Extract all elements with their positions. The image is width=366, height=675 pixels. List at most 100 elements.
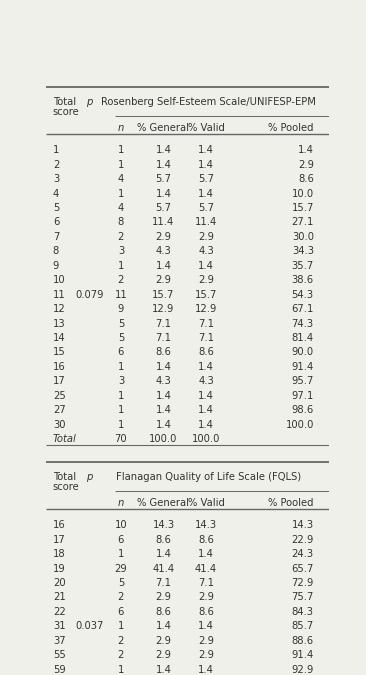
Text: 100.0: 100.0 (285, 420, 314, 429)
Text: 34.3: 34.3 (292, 246, 314, 256)
Text: 1: 1 (118, 188, 124, 198)
Text: 8.6: 8.6 (198, 348, 214, 357)
Text: 1.4: 1.4 (156, 621, 171, 631)
Text: 2: 2 (118, 232, 124, 242)
Text: 41.4: 41.4 (152, 564, 175, 574)
Text: 1.4: 1.4 (156, 405, 171, 415)
Text: 2.9: 2.9 (198, 275, 214, 286)
Text: 3: 3 (118, 246, 124, 256)
Text: Flanagan Quality of Life Scale (FQLS): Flanagan Quality of Life Scale (FQLS) (116, 472, 302, 481)
Text: 1.4: 1.4 (156, 549, 171, 559)
Text: 7.1: 7.1 (156, 333, 171, 343)
Text: 1: 1 (118, 391, 124, 401)
Text: Total: Total (53, 434, 76, 444)
Text: 15.7: 15.7 (291, 203, 314, 213)
Text: 100.0: 100.0 (149, 434, 178, 444)
Text: 4: 4 (118, 203, 124, 213)
Text: 1: 1 (118, 261, 124, 271)
Text: 1.4: 1.4 (198, 188, 214, 198)
Text: 4.3: 4.3 (198, 246, 214, 256)
Text: 70: 70 (115, 434, 127, 444)
Text: 4.3: 4.3 (156, 246, 171, 256)
Text: 16: 16 (53, 362, 66, 372)
Text: 5.7: 5.7 (198, 174, 214, 184)
Text: 20: 20 (53, 578, 66, 588)
Text: 1: 1 (118, 160, 124, 169)
Text: 41.4: 41.4 (195, 564, 217, 574)
Text: 1.4: 1.4 (156, 261, 171, 271)
Text: 8.6: 8.6 (156, 607, 171, 617)
Text: 2.9: 2.9 (156, 650, 171, 660)
Text: 2: 2 (118, 593, 124, 602)
Text: 92.9: 92.9 (291, 665, 314, 674)
Text: 2: 2 (118, 650, 124, 660)
Text: 25: 25 (53, 391, 66, 401)
Text: 15: 15 (53, 348, 66, 357)
Text: 11.4: 11.4 (195, 217, 217, 227)
Text: 90.0: 90.0 (292, 348, 314, 357)
Text: Total: Total (53, 472, 76, 481)
Text: 75.7: 75.7 (291, 593, 314, 602)
Text: 5: 5 (53, 203, 59, 213)
Text: 5: 5 (118, 319, 124, 329)
Text: % General: % General (138, 123, 190, 133)
Text: 84.3: 84.3 (292, 607, 314, 617)
Text: 9: 9 (118, 304, 124, 314)
Text: % Valid: % Valid (187, 498, 224, 508)
Text: 1: 1 (118, 665, 124, 674)
Text: score: score (53, 482, 79, 492)
Text: 4.3: 4.3 (156, 376, 171, 386)
Text: 1: 1 (118, 405, 124, 415)
Text: 5.7: 5.7 (156, 174, 171, 184)
Text: 7.1: 7.1 (156, 578, 171, 588)
Text: 6: 6 (53, 217, 59, 227)
Text: 4.3: 4.3 (198, 376, 214, 386)
Text: 8.6: 8.6 (298, 174, 314, 184)
Text: 5.7: 5.7 (156, 203, 171, 213)
Text: 2.9: 2.9 (298, 160, 314, 169)
Text: 1.4: 1.4 (298, 145, 314, 155)
Text: 5.7: 5.7 (198, 203, 214, 213)
Text: 67.1: 67.1 (291, 304, 314, 314)
Text: 1: 1 (118, 362, 124, 372)
Text: 1.4: 1.4 (198, 621, 214, 631)
Text: 3: 3 (53, 174, 59, 184)
Text: 97.1: 97.1 (291, 391, 314, 401)
Text: % General: % General (138, 498, 190, 508)
Text: 10.0: 10.0 (292, 188, 314, 198)
Text: 14.3: 14.3 (292, 520, 314, 530)
Text: 1.4: 1.4 (156, 665, 171, 674)
Text: 6: 6 (118, 535, 124, 545)
Text: 2: 2 (118, 275, 124, 286)
Text: 7.1: 7.1 (198, 578, 214, 588)
Text: 8.6: 8.6 (156, 535, 171, 545)
Text: 8.6: 8.6 (198, 535, 214, 545)
Text: 35.7: 35.7 (292, 261, 314, 271)
Text: 30.0: 30.0 (292, 232, 314, 242)
Text: 10: 10 (115, 520, 127, 530)
Text: 22: 22 (53, 607, 66, 617)
Text: 4: 4 (53, 188, 59, 198)
Text: 1.4: 1.4 (198, 405, 214, 415)
Text: 29: 29 (115, 564, 127, 574)
Text: 95.7: 95.7 (291, 376, 314, 386)
Text: 30: 30 (53, 420, 66, 429)
Text: 31: 31 (53, 621, 66, 631)
Text: 2.9: 2.9 (156, 593, 171, 602)
Text: 91.4: 91.4 (292, 650, 314, 660)
Text: 12: 12 (53, 304, 66, 314)
Text: 0.079: 0.079 (75, 290, 104, 300)
Text: 8: 8 (118, 217, 124, 227)
Text: n: n (118, 123, 124, 133)
Text: 1.4: 1.4 (198, 549, 214, 559)
Text: 2.9: 2.9 (198, 232, 214, 242)
Text: 2.9: 2.9 (156, 275, 171, 286)
Text: 1: 1 (118, 145, 124, 155)
Text: 1: 1 (118, 621, 124, 631)
Text: % Pooled: % Pooled (268, 123, 314, 133)
Text: 13: 13 (53, 319, 66, 329)
Text: 16: 16 (53, 520, 66, 530)
Text: 91.4: 91.4 (292, 362, 314, 372)
Text: 5: 5 (118, 578, 124, 588)
Text: 65.7: 65.7 (291, 564, 314, 574)
